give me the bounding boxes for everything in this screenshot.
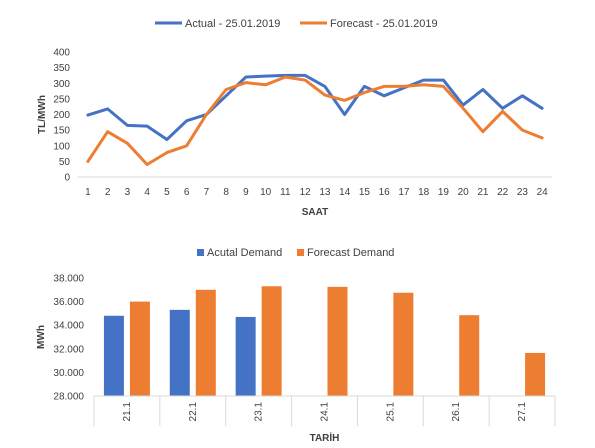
y-axis-title: MWh: [36, 325, 47, 349]
bar-1-0: [129, 301, 150, 396]
legend-label-1: Forecast - 25.01.2019: [330, 18, 438, 30]
bar-0-1: [169, 309, 190, 396]
x-tick-label: 4: [144, 187, 150, 198]
x-tick-label: 24.1: [320, 402, 331, 422]
x-tick-label: 13: [319, 187, 331, 198]
bar-0-0: [103, 315, 124, 396]
x-axis-title: TARİH: [310, 431, 340, 444]
x-tick-label: 10: [260, 187, 272, 198]
series-line-1: [86, 75, 544, 166]
legend-label-0: Acutal Demand: [207, 247, 282, 259]
hourly-price-line-chart: Actual - 25.01.2019 Forecast - 25.01.2019…: [37, 18, 552, 218]
y-tick-label: 36.000: [53, 297, 84, 308]
y-tick-label: 100: [53, 141, 70, 152]
x-tick-label: 5: [164, 187, 170, 198]
legend-label-0: Actual - 25.01.2019: [185, 18, 280, 30]
legend-swatch-1: [297, 249, 304, 256]
x-tick-label: 14: [339, 187, 351, 198]
x-tick-label: 3: [125, 187, 131, 198]
y-tick-label: 50: [59, 157, 71, 168]
bar-1-4: [393, 292, 414, 396]
x-tick-label: 11: [280, 187, 291, 198]
daily-demand-bar-chart: Acutal Demand Forecast Demand 28.000 30.000…: [36, 247, 556, 444]
bar-1-5: [459, 315, 480, 396]
x-tick-label: 23: [517, 187, 529, 198]
x-tick-label: 22.1: [188, 402, 199, 422]
x-tick-label: 6: [184, 187, 190, 198]
legend-label-1: Forecast Demand: [307, 247, 394, 259]
x-tick-label: 8: [223, 187, 229, 198]
y-axis-title: TL/MWh: [37, 95, 48, 134]
x-tick-label: 12: [300, 187, 312, 198]
x-tick-label: 18: [418, 187, 430, 198]
y-tick-label: 32.000: [53, 344, 84, 355]
x-tick-label: 17: [398, 187, 410, 198]
bar-1-6: [525, 352, 546, 396]
y-tick-label: 350: [53, 63, 70, 74]
x-tick-label: 19: [438, 187, 450, 198]
y-tick-label: 0: [64, 173, 70, 184]
y-tick-label: 300: [53, 79, 70, 90]
bar-0-2: [235, 316, 256, 396]
y-tick-label: 30.000: [53, 368, 84, 379]
x-tick-label: 21: [477, 187, 489, 198]
x-tick-label: 23.1: [254, 402, 265, 422]
x-tick-label: 2: [105, 187, 111, 198]
y-tick-label: 400: [53, 48, 70, 59]
x-tick-label: 1: [85, 187, 91, 198]
x-tick-label: 25.1: [385, 402, 396, 422]
bar-1-1: [195, 289, 216, 396]
x-tick-label: 7: [204, 187, 210, 198]
y-tick-label: 28.000: [53, 392, 84, 403]
y-tick-label: 38.000: [53, 274, 84, 285]
x-tick-label: 27.1: [517, 402, 528, 422]
x-tick-label: 26.1: [451, 402, 462, 422]
x-tick-label: 24: [537, 187, 549, 198]
x-tick-label: 22: [497, 187, 509, 198]
y-tick-label: 34.000: [53, 321, 84, 332]
series-line-0: [86, 73, 544, 141]
x-tick-label: 20: [458, 187, 470, 198]
x-axis-title: SAAT: [302, 207, 328, 218]
bar-1-2: [261, 286, 282, 396]
x-tick-label: 16: [379, 187, 391, 198]
x-tick-label: 9: [243, 187, 249, 198]
y-tick-label: 250: [53, 94, 70, 105]
x-tick-label: 21.1: [122, 402, 133, 422]
x-tick-label: 15: [359, 187, 371, 198]
y-tick-label: 200: [53, 110, 70, 121]
y-tick-label: 150: [53, 126, 70, 137]
bar-1-3: [327, 286, 348, 396]
legend-swatch-0: [197, 249, 204, 256]
